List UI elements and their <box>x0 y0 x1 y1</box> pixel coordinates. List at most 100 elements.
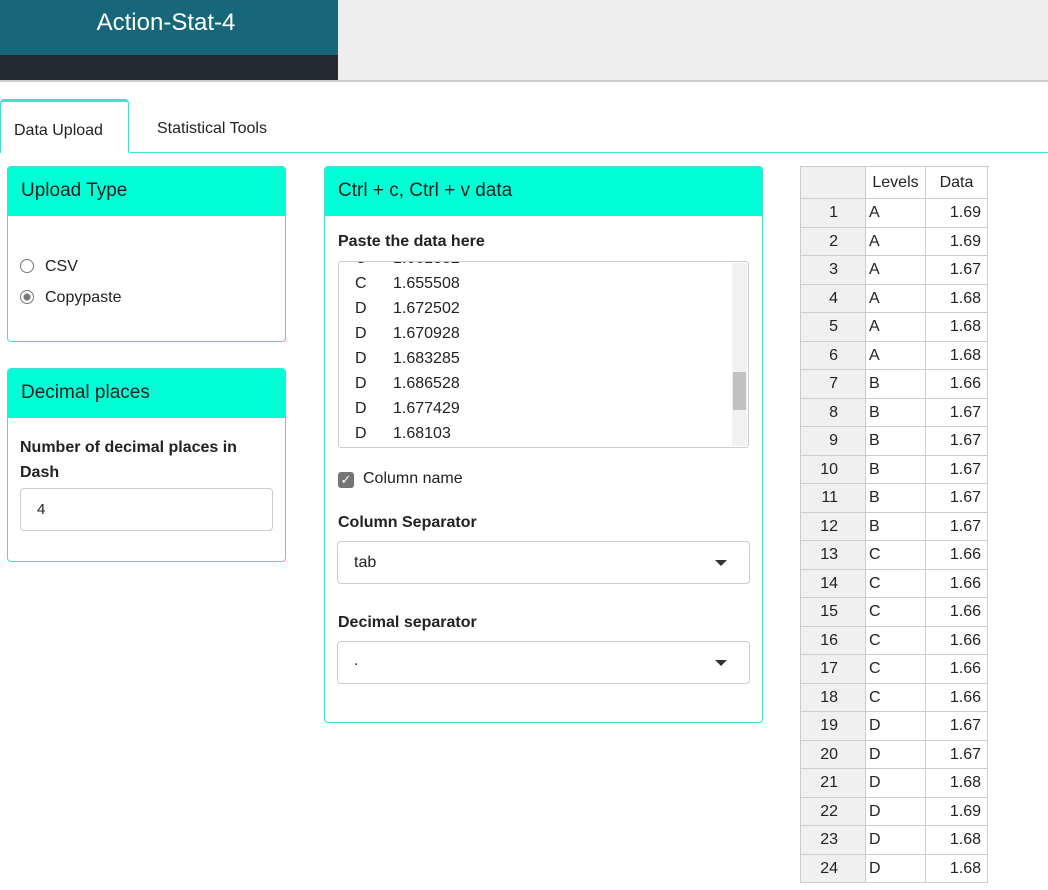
data-cell: 1.68 <box>926 826 988 855</box>
level-cell: C <box>866 626 926 655</box>
level-cell: A <box>866 256 926 285</box>
level-cell: D <box>866 797 926 826</box>
level-cell: D <box>866 769 926 798</box>
level-cell: A <box>866 313 926 342</box>
level-cell: B <box>866 427 926 456</box>
line-level: D <box>355 325 367 342</box>
level-cell: D <box>866 712 926 741</box>
field-label: Paste the data here <box>338 233 485 250</box>
row-index: 22 <box>801 797 866 826</box>
level-cell: A <box>866 284 926 313</box>
level-cell: A <box>866 199 926 228</box>
decimal-panel: Decimal places Number of decimal places … <box>7 368 286 562</box>
data-cell: 1.66 <box>926 541 988 570</box>
checkbox-label[interactable]: Column name <box>363 470 463 487</box>
field-label: Number of decimal places in Dash <box>20 439 237 481</box>
data-cell: 1.69 <box>926 199 988 228</box>
scrollbar <box>732 263 747 446</box>
header-cell <box>801 167 866 199</box>
row-index: 11 <box>801 484 866 513</box>
line-level: D <box>355 400 367 417</box>
line-value: 1.661382 <box>393 262 460 268</box>
level-cell: C <box>866 569 926 598</box>
upload-panel: Upload Type CSV Copypaste <box>7 166 286 342</box>
line-level: C <box>355 275 367 292</box>
header-cell: Levels <box>866 167 926 199</box>
level-cell: C <box>866 655 926 684</box>
row-index: 1 <box>801 199 866 228</box>
row-index: 23 <box>801 826 866 855</box>
line-level: D <box>355 425 367 442</box>
select-value: . <box>354 652 359 669</box>
data-cell: 1.66 <box>926 569 988 598</box>
row-index: 12 <box>801 512 866 541</box>
data-cell: 1.66 <box>926 598 988 627</box>
level-cell: D <box>866 854 926 883</box>
paste-panel: Ctrl + c, Ctrl + v data Paste the data h… <box>324 166 763 723</box>
data-cell: 1.67 <box>926 256 988 285</box>
level-cell: B <box>866 398 926 427</box>
row-index: 7 <box>801 370 866 399</box>
row-index: 5 <box>801 313 866 342</box>
row-index: 21 <box>801 769 866 798</box>
level-cell: C <box>866 598 926 627</box>
panel-header: Decimal places <box>8 369 285 418</box>
row-index: 13 <box>801 541 866 570</box>
line-value: 1.68103 <box>393 425 451 442</box>
select-value: tab <box>354 554 377 571</box>
data-cell: 1.69 <box>926 797 988 826</box>
field-label: Column Separator <box>338 514 477 531</box>
data-cell: 1.66 <box>926 626 988 655</box>
checkbox[interactable]: ✓ <box>338 472 354 488</box>
level-cell: C <box>866 541 926 570</box>
number-input[interactable]: 4 <box>20 488 273 531</box>
data-table: Levels Data 1 A 1.69 2 A 1.69 3 A 1.67 4 A 1.68 5 A 1.68… <box>800 166 989 883</box>
row-index: 19 <box>801 712 866 741</box>
radio-label[interactable]: CSV <box>45 258 78 275</box>
level-cell: B <box>866 512 926 541</box>
row-index: 18 <box>801 683 866 712</box>
line-value: 1.677429 <box>393 400 460 417</box>
line-level: C <box>355 262 367 268</box>
caret <box>715 560 727 566</box>
radio-label[interactable]: Copypaste <box>45 289 122 306</box>
radio[interactable] <box>20 259 34 273</box>
select[interactable]: tab <box>337 541 750 584</box>
radio-selected[interactable] <box>20 290 34 304</box>
line-level: D <box>355 300 367 317</box>
data-cell: 1.68 <box>926 341 988 370</box>
line-value: 1.683285 <box>393 350 460 367</box>
tab-label[interactable]: Data Upload <box>14 122 103 139</box>
row-index: 20 <box>801 740 866 769</box>
tab-active[interactable]: Data Upload <box>0 99 129 153</box>
line-value: 1.686528 <box>393 375 460 392</box>
line-value: 1.655508 <box>393 275 460 292</box>
row-index: 17 <box>801 655 866 684</box>
data-cell: 1.67 <box>926 398 988 427</box>
select[interactable]: . <box>337 641 750 684</box>
line-value: 1.672502 <box>393 300 460 317</box>
app-title: Action-Stat-4 <box>96 9 236 36</box>
level-cell: C <box>866 683 926 712</box>
textarea[interactable]: C 1.661382 C 1.655508 D 1.672502 D 1.670928 D 1.6… <box>338 261 749 448</box>
level-cell: A <box>866 227 926 256</box>
panel-header: Ctrl + c, Ctrl + v data <box>325 167 762 216</box>
caret <box>715 660 727 666</box>
data-cell: 1.68 <box>926 854 988 883</box>
tab-label[interactable]: Statistical Tools <box>157 120 267 137</box>
tab-line <box>130 152 1048 153</box>
data-cell: 1.69 <box>926 227 988 256</box>
row-index: 24 <box>801 854 866 883</box>
level-cell: B <box>866 484 926 513</box>
level-cell: D <box>866 826 926 855</box>
row-index: 4 <box>801 284 866 313</box>
data-cell: 1.68 <box>926 313 988 342</box>
data-cell: 1.67 <box>926 427 988 456</box>
row-index: 9 <box>801 427 866 456</box>
data-cell: 1.68 <box>926 769 988 798</box>
scrollbar-thumb <box>733 372 746 410</box>
brand: Action-Stat-4 <box>0 0 338 55</box>
line-level: D <box>355 350 367 367</box>
row-index: 14 <box>801 569 866 598</box>
